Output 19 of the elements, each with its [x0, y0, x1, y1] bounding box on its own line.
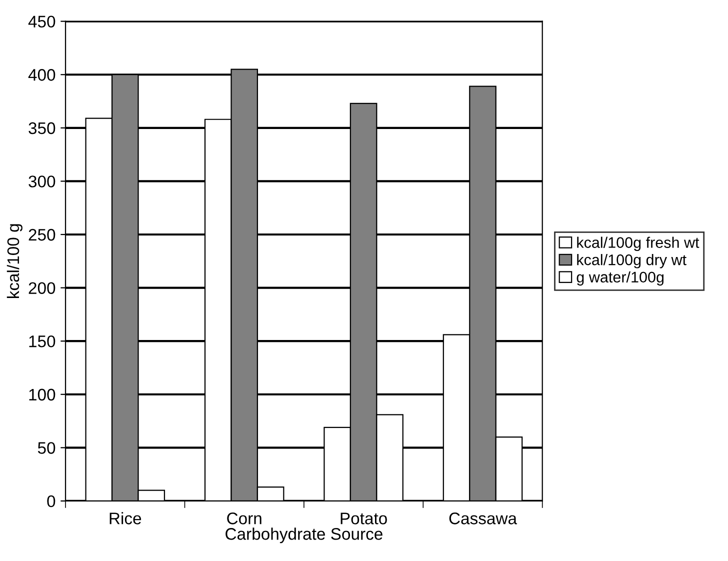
y-axis-title: kcal/100 g [6, 224, 22, 298]
y-tick-label: 100 [29, 388, 56, 401]
x-tick-label: Cassawa [449, 512, 518, 524]
legend-label: g water/100g [576, 271, 664, 286]
x-tick-label: Potato [340, 512, 387, 524]
x-tick-label: Corn [227, 512, 262, 524]
y-tick-label: 450 [28, 16, 56, 28]
legend-label: kcal/100g dry wt [577, 254, 686, 268]
y-tick-label: 0 [47, 495, 56, 508]
x-tick-label: Rice [110, 512, 142, 524]
y-tick-label: 250 [28, 228, 56, 241]
y-tick-label: 50 [38, 442, 56, 454]
x-axis-title: Carbohydrate Source [226, 528, 382, 544]
y-tick-label: 300 [28, 176, 56, 188]
legend-label: kcal/100g fresh wt [577, 236, 700, 251]
y-tick-label: 350 [28, 122, 56, 134]
y-tick-label: 150 [29, 335, 56, 348]
y-tick-label: 400 [28, 69, 56, 81]
y-tick-label: 200 [28, 282, 56, 294]
